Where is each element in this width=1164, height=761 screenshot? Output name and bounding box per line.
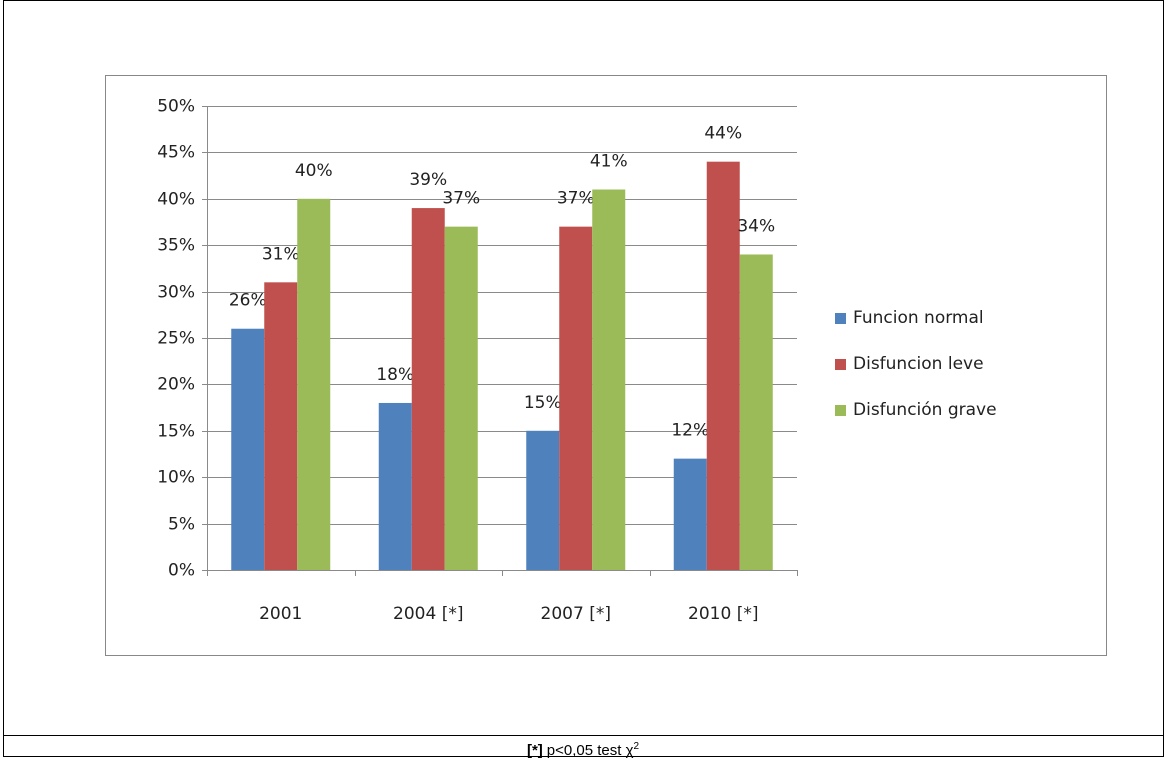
footnote-sup: 2	[633, 741, 640, 752]
bar	[411, 208, 445, 570]
value-label: 34%	[737, 216, 775, 236]
value-label: 31%	[262, 244, 300, 264]
y-tick-label: 0%	[168, 561, 195, 581]
footnote-text: p<0,05 test χ	[546, 742, 634, 759]
bar	[706, 161, 740, 570]
bar	[559, 226, 593, 570]
value-label: 12%	[671, 421, 709, 441]
y-tick-label: 5%	[168, 515, 195, 535]
bar	[264, 282, 298, 570]
y-tick-label: 50%	[157, 97, 195, 117]
value-label: 15%	[524, 393, 562, 413]
legend-swatch	[835, 313, 846, 324]
bar	[444, 226, 478, 570]
value-label: 41%	[590, 152, 628, 172]
y-tick-label: 35%	[157, 236, 195, 256]
bar	[231, 328, 265, 570]
value-label: 37%	[442, 189, 480, 209]
bar	[526, 430, 560, 570]
value-label: 37%	[557, 189, 595, 209]
y-tick-label: 40%	[157, 190, 195, 210]
x-tick-label: 2010 [*]	[688, 604, 758, 624]
y-tick-label: 10%	[157, 468, 195, 488]
bar	[592, 189, 626, 570]
bar	[673, 458, 707, 570]
legend-label: Funcion normal	[853, 308, 984, 328]
bar	[297, 198, 331, 571]
legend-swatch	[835, 359, 846, 370]
legend-swatch	[835, 405, 846, 416]
x-tick-label: 2007 [*]	[541, 604, 611, 624]
value-label: 18%	[376, 365, 414, 385]
footnote-mark: [*]	[526, 742, 543, 759]
value-label: 44%	[704, 124, 742, 144]
x-tick-label: 2004 [*]	[393, 604, 463, 624]
y-tick-label: 45%	[157, 143, 195, 163]
bar	[739, 254, 773, 571]
y-tick-label: 20%	[157, 375, 195, 395]
x-tick-label: 2001	[259, 604, 302, 624]
y-tick-label: 30%	[157, 283, 195, 303]
value-label: 40%	[295, 161, 333, 181]
legend-label: Disfuncion leve	[853, 354, 984, 374]
footnote: [*] p<0,05 test χ2	[3, 736, 1163, 759]
y-tick-label: 25%	[157, 329, 195, 349]
value-label: 39%	[409, 170, 447, 190]
legend-label: Disfunción grave	[853, 400, 997, 420]
bar	[378, 402, 412, 570]
y-tick-label: 15%	[157, 422, 195, 442]
value-label: 26%	[229, 291, 267, 311]
